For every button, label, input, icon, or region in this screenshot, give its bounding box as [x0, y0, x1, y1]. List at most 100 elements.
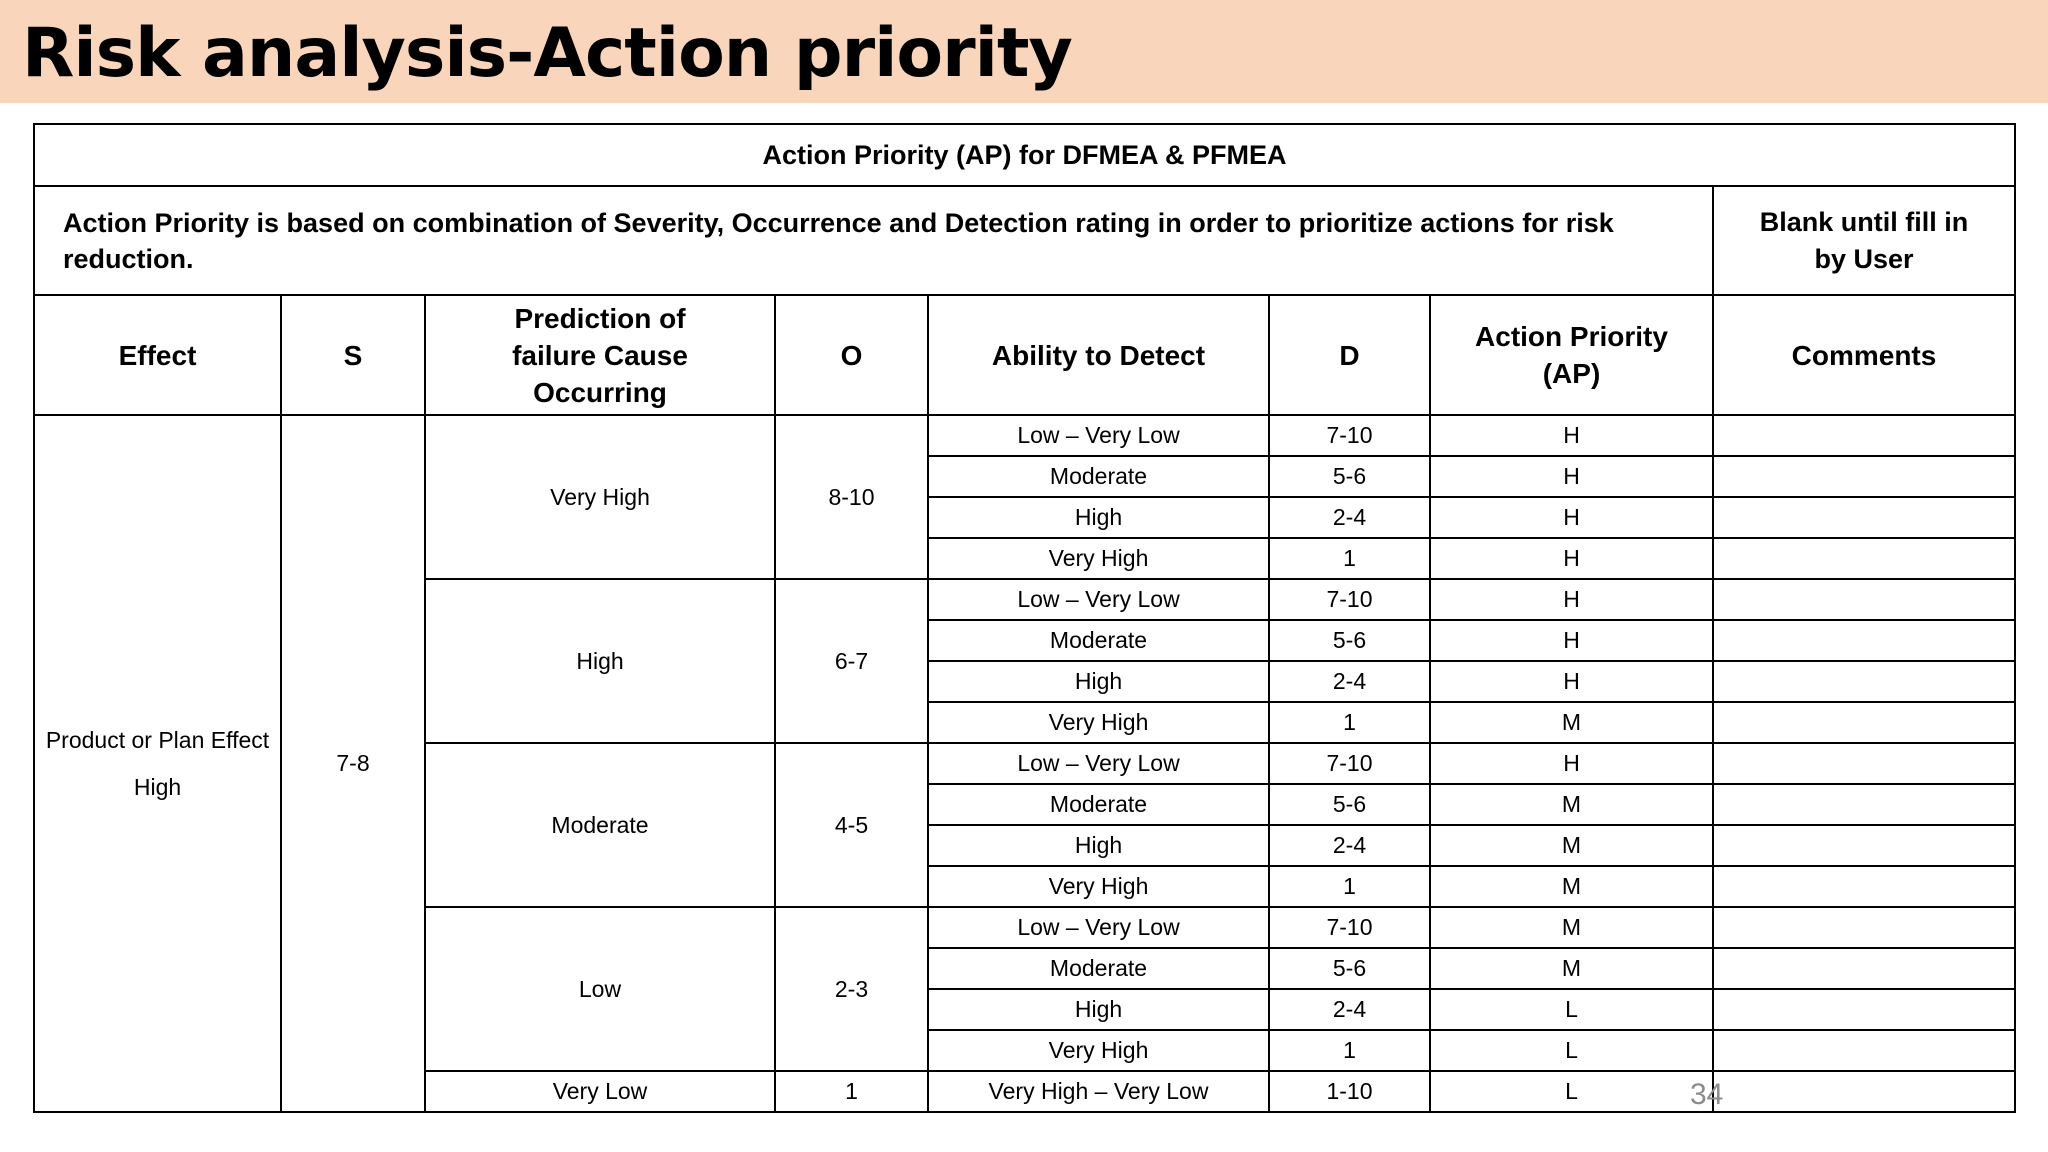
title-bar: Risk analysis-Action priority: [0, 0, 2048, 103]
comment-cell[interactable]: [1712, 1070, 2016, 1113]
table-row: High 2-4 L: [34, 988, 2016, 1031]
detection-rating-cell: 7-10: [1268, 906, 1431, 949]
column-header-prediction: Prediction of failure Cause Occurring: [424, 294, 776, 416]
detect-cell: High: [927, 824, 1270, 867]
page-number: 34: [1690, 1078, 1724, 1111]
comment-cell[interactable]: [1712, 947, 2016, 990]
table-row: Very High 1 M: [34, 701, 2016, 744]
detection-rating-cell: 1-10: [1268, 1070, 1431, 1113]
action-priority-cell: H: [1429, 414, 1714, 457]
effect-cell: Product or Plan Effect High: [33, 414, 282, 1113]
comment-cell[interactable]: [1712, 865, 2016, 908]
table-row: High 2-4 H: [34, 660, 2016, 703]
column-header-comments: Comments: [1712, 294, 2016, 416]
table-row: Very High 1 M: [34, 865, 2016, 908]
detect-cell: Moderate: [927, 947, 1270, 990]
comment-cell[interactable]: [1712, 537, 2016, 580]
action-priority-table: Action Priority (AP) for DFMEA & PFMEA A…: [33, 123, 2016, 1113]
detect-cell: High: [927, 988, 1270, 1031]
occurrence-cell: 1: [774, 1070, 929, 1113]
action-priority-cell: H: [1429, 537, 1714, 580]
table-row: Very High 1 L: [34, 1029, 2016, 1072]
detect-cell: Very High: [927, 537, 1270, 580]
action-priority-cell: M: [1429, 947, 1714, 990]
occurrence-cell: 2-3: [774, 906, 929, 1072]
detection-rating-cell: 1: [1268, 1029, 1431, 1072]
table-row: High 2-4 M: [34, 824, 2016, 867]
detection-rating-cell: 7-10: [1268, 414, 1431, 457]
prediction-cell: Very High: [424, 414, 776, 580]
detection-rating-cell: 2-4: [1268, 988, 1431, 1031]
detection-rating-cell: 1: [1268, 701, 1431, 744]
table-description: Action Priority is based on combination …: [33, 185, 1714, 296]
comment-cell[interactable]: [1712, 578, 2016, 621]
comment-cell[interactable]: [1712, 824, 2016, 867]
action-priority-cell: H: [1429, 619, 1714, 662]
action-priority-cell: M: [1429, 701, 1714, 744]
comment-cell[interactable]: [1712, 455, 2016, 498]
action-priority-cell: H: [1429, 496, 1714, 539]
action-priority-cell: H: [1429, 578, 1714, 621]
comment-cell[interactable]: [1712, 783, 2016, 826]
action-priority-cell: M: [1429, 824, 1714, 867]
detect-cell: Moderate: [927, 619, 1270, 662]
action-priority-cell: L: [1429, 1070, 1714, 1113]
prediction-cell: Very Low: [424, 1070, 776, 1113]
detect-cell: Very High: [927, 1029, 1270, 1072]
detect-cell: Moderate: [927, 783, 1270, 826]
column-header-o: O: [774, 294, 929, 416]
detection-rating-cell: 5-6: [1268, 619, 1431, 662]
detection-rating-cell: 1: [1268, 865, 1431, 908]
severity-cell: 7-8: [280, 414, 426, 1113]
action-priority-cell: H: [1429, 742, 1714, 785]
table-row: Very Low 1 Very High – Very Low 1-10 L: [34, 1070, 2016, 1113]
prediction-cell: Moderate: [424, 742, 776, 908]
column-header-effect: Effect: [33, 294, 282, 416]
comment-cell[interactable]: [1712, 619, 2016, 662]
occurrence-cell: 8-10: [774, 414, 929, 580]
comment-cell[interactable]: [1712, 988, 2016, 1031]
action-priority-cell: H: [1429, 455, 1714, 498]
prediction-cell: Low: [424, 906, 776, 1072]
detection-rating-cell: 5-6: [1268, 455, 1431, 498]
detect-cell: Low – Very Low: [927, 906, 1270, 949]
table-row: Moderate 5-6 M: [34, 783, 2016, 826]
action-priority-cell: M: [1429, 906, 1714, 949]
comment-cell[interactable]: [1712, 742, 2016, 785]
comment-cell[interactable]: [1712, 414, 2016, 457]
table-row: High 2-4 H: [34, 496, 2016, 539]
detection-rating-cell: 2-4: [1268, 824, 1431, 867]
occurrence-cell: 6-7: [774, 578, 929, 744]
detect-cell: Moderate: [927, 455, 1270, 498]
detect-cell: Very High: [927, 701, 1270, 744]
table-row: Moderate 5-6 H: [34, 619, 2016, 662]
action-priority-cell: M: [1429, 865, 1714, 908]
detection-rating-cell: 7-10: [1268, 578, 1431, 621]
detect-cell: Low – Very Low: [927, 578, 1270, 621]
table-row: High 6-7 Low – Very Low 7-10 H: [34, 578, 2016, 744]
comment-cell[interactable]: [1712, 496, 2016, 539]
comment-cell[interactable]: [1712, 906, 2016, 949]
blank-note: Blank until fill in by User: [1712, 185, 2016, 296]
column-header-s: S: [280, 294, 426, 416]
table-row: Moderate 5-6 H: [34, 455, 2016, 498]
action-priority-cell: L: [1429, 988, 1714, 1031]
occurrence-cell: 4-5: [774, 742, 929, 908]
detection-rating-cell: 7-10: [1268, 742, 1431, 785]
action-priority-cell: M: [1429, 783, 1714, 826]
comment-cell[interactable]: [1712, 660, 2016, 703]
comment-cell[interactable]: [1712, 701, 2016, 744]
column-header-detect: Ability to Detect: [927, 294, 1270, 416]
comment-cell[interactable]: [1712, 1029, 2016, 1072]
column-header-d: D: [1268, 294, 1431, 416]
table-row: Very High 1 H: [34, 537, 2016, 580]
column-header-ap: Action Priority (AP): [1429, 294, 1714, 416]
action-priority-cell: L: [1429, 1029, 1714, 1072]
table-row: Moderate 5-6 M: [34, 947, 2016, 990]
slide-title: Risk analysis-Action priority: [22, 14, 1073, 93]
detect-cell: Low – Very Low: [927, 742, 1270, 785]
table-row: Low 2-3 Low – Very Low 7-10 M: [34, 906, 2016, 1072]
detect-cell: Low – Very Low: [927, 414, 1270, 457]
table-row: Moderate 4-5 Low – Very Low 7-10 H: [34, 742, 2016, 908]
table-row: Product or Plan Effect High 7-8 Very High 8…: [33, 414, 2016, 1113]
